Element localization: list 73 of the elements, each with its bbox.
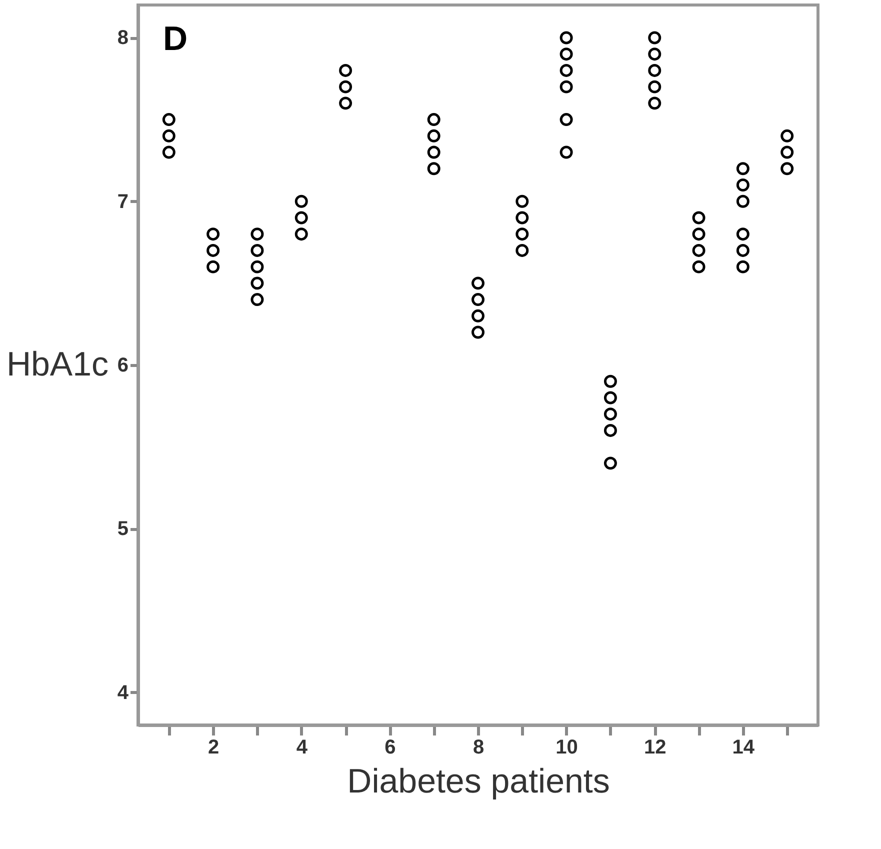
point: [780, 162, 794, 176]
point: [736, 228, 750, 241]
point: [648, 64, 662, 77]
point: [648, 80, 662, 94]
point: [162, 129, 176, 142]
point: [560, 80, 573, 94]
point: [162, 113, 176, 126]
point: [560, 48, 573, 61]
point: [162, 146, 176, 159]
point: [250, 293, 264, 306]
point: [604, 391, 617, 404]
point: [648, 48, 662, 61]
annotation: D: [163, 20, 188, 58]
point: [692, 244, 706, 257]
point: [427, 162, 440, 176]
x-tick-label: 10: [556, 736, 578, 758]
point: [250, 244, 264, 257]
x-axis-title: Diabetes patients: [347, 762, 610, 800]
point: [736, 244, 750, 257]
point: [736, 260, 750, 274]
x-tick-label: 12: [644, 736, 666, 758]
point: [560, 31, 573, 44]
point: [516, 211, 529, 224]
y-tick-label: 5: [117, 518, 128, 540]
point: [604, 424, 617, 437]
point: [294, 194, 308, 208]
point: [294, 228, 308, 241]
point: [472, 276, 484, 290]
point: [427, 129, 440, 142]
x-tick-label: 4: [296, 736, 308, 758]
point: [294, 211, 308, 224]
point: [692, 260, 706, 274]
x-tick-label: 6: [384, 736, 396, 758]
point: [604, 374, 617, 388]
point: [427, 146, 440, 159]
x-tick-label: 8: [472, 736, 484, 758]
point: [206, 228, 220, 241]
point: [736, 194, 750, 208]
point: [736, 162, 750, 176]
point: [250, 260, 264, 274]
point: [516, 194, 529, 208]
point: [780, 129, 794, 142]
point: [692, 211, 706, 224]
point: [250, 228, 264, 241]
point: [339, 96, 352, 110]
point: [648, 31, 662, 44]
point: [516, 244, 529, 257]
point: [250, 276, 264, 290]
point: [472, 326, 484, 339]
y-tick-label: 8: [117, 27, 128, 50]
point: [427, 113, 440, 126]
point: [560, 64, 573, 77]
point: [339, 80, 352, 94]
point: [560, 146, 573, 159]
point: [780, 146, 794, 159]
point: [648, 96, 662, 110]
point: [736, 178, 750, 192]
y-tick-label: 4: [117, 682, 130, 704]
point: [206, 260, 220, 274]
point: [560, 113, 573, 126]
point: [692, 228, 706, 241]
point: [339, 64, 352, 77]
y-axis-title: HbA1c: [6, 346, 108, 384]
point: [516, 228, 529, 241]
y-tick-label: 7: [117, 190, 128, 213]
y-tick-label: 6: [117, 354, 128, 376]
point: [604, 456, 617, 470]
point: [604, 408, 617, 421]
point: [472, 293, 484, 306]
point: [472, 309, 484, 322]
point: [206, 244, 220, 257]
x-tick-label: 2: [208, 736, 220, 758]
x-tick-label: 14: [732, 736, 756, 758]
